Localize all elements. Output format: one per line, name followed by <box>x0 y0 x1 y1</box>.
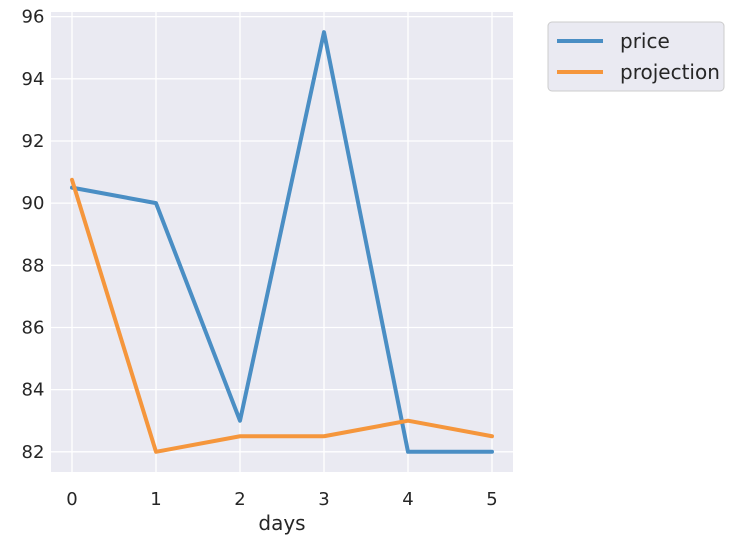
x-axis-title: days <box>258 511 305 535</box>
y-tick-label: 92 <box>22 131 45 152</box>
legend-label-price: price <box>620 29 670 53</box>
grid-lines <box>51 12 513 472</box>
series-line-price <box>70 30 494 454</box>
y-tick-label: 96 <box>22 7 45 28</box>
x-tick-label: 2 <box>234 489 245 510</box>
x-axis-ticks: 0 1 2 3 4 5 <box>66 489 497 510</box>
plot-area <box>51 12 513 472</box>
y-tick-label: 82 <box>22 442 45 463</box>
x-tick-label: 5 <box>486 489 497 510</box>
y-tick-label: 84 <box>22 380 45 401</box>
legend: price projection <box>547 21 725 92</box>
y-tick-label: 86 <box>22 317 45 338</box>
y-axis-ticks: 82 84 86 88 90 92 94 96 <box>22 7 45 463</box>
x-tick-label: 4 <box>402 489 413 510</box>
x-tick-label: 1 <box>150 489 161 510</box>
series-layer <box>70 30 494 454</box>
series-line-projection <box>70 177 494 454</box>
legend-items: price projection <box>557 29 720 84</box>
legend-label-projection: projection <box>620 60 720 84</box>
y-tick-label: 88 <box>22 255 45 276</box>
y-tick-label: 90 <box>22 193 45 214</box>
x-tick-label: 3 <box>318 489 329 510</box>
x-tick-label: 0 <box>66 489 77 510</box>
y-tick-label: 94 <box>22 69 45 90</box>
